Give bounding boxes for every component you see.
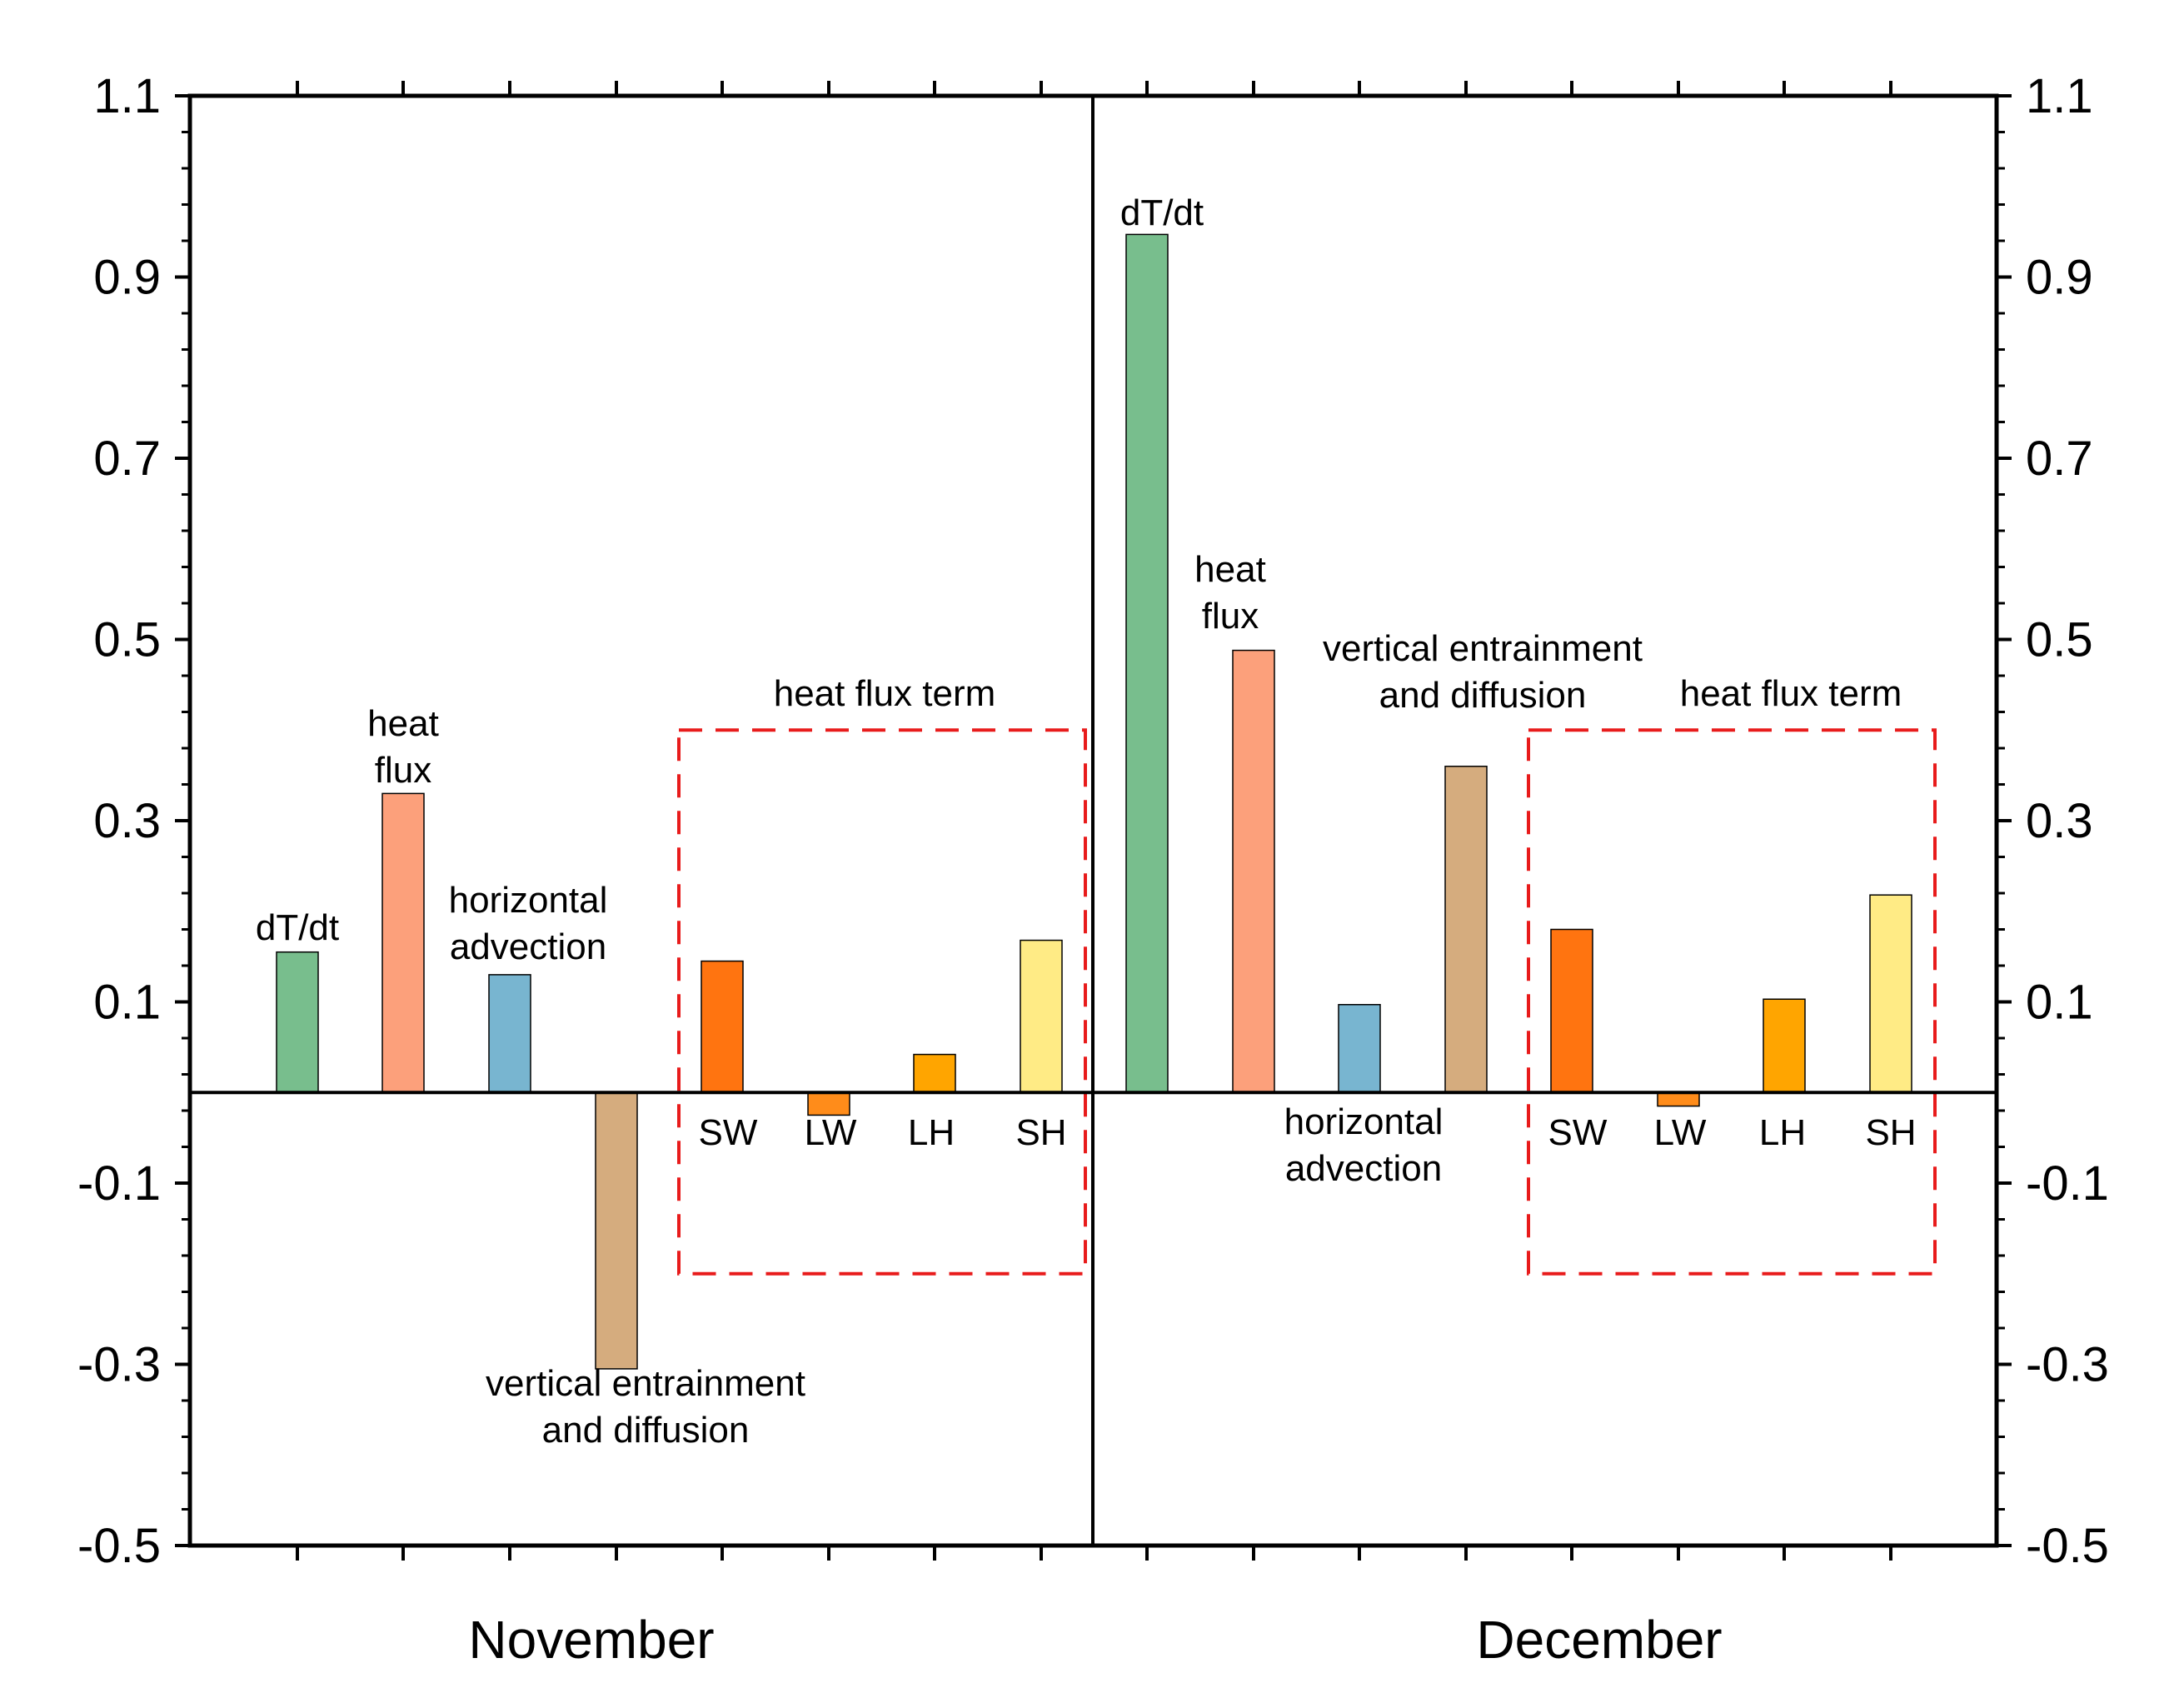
bar-label-december-lw: LW: [1654, 1112, 1707, 1153]
y-tick-label-right: 0.1: [2026, 976, 2093, 1030]
bar-label-december-sw: SW: [1548, 1112, 1608, 1153]
y-tick-label-left: -0.1: [77, 1156, 161, 1211]
bar-label-december-lh: LH: [1759, 1112, 1806, 1153]
bar-december-lw: [1657, 1091, 1700, 1107]
bar-label-december-heatflux: flux: [1202, 596, 1259, 637]
heat-flux-box-title-november: heat flux term: [774, 673, 996, 714]
y-tick-label-right: 0.7: [2026, 432, 2093, 486]
y-tick-label-right: 0.9: [2026, 251, 2093, 305]
bar-label-december-sh: SH: [1865, 1112, 1916, 1153]
bar-label-november-lh: LH: [908, 1112, 955, 1153]
bar-label-december-dtdt: dT/dt: [1120, 192, 1204, 233]
bar-label-november-heatflux: flux: [375, 750, 431, 791]
y-tick-label-right: 0.5: [2026, 613, 2093, 667]
bar-label-december-hadv: horizontal: [1284, 1101, 1444, 1142]
bar-november-sw: [701, 960, 744, 1093]
bar-label-november-vent: vertical entrainment: [486, 1363, 805, 1404]
bar-december-lh: [1763, 998, 1806, 1094]
bar-label-november-hadv: horizontal: [449, 880, 608, 921]
bar-november-sh: [1020, 939, 1063, 1094]
y-tick-label-left: 0.9: [93, 251, 161, 305]
bar-label-november-sw: SW: [699, 1112, 758, 1153]
bar-november-lh: [913, 1053, 956, 1093]
bar-december-vent: [1444, 766, 1488, 1093]
bar-november-hadv: [488, 974, 531, 1093]
y-tick-label-right: -0.5: [2026, 1519, 2109, 1573]
bar-label-november-vent: and diffusion: [542, 1410, 750, 1451]
bar-december-heatflux: [1232, 649, 1275, 1093]
heat-flux-box-november: [677, 728, 1087, 1276]
bar-december-sh: [1869, 894, 1912, 1094]
bar-label-december-vent: vertical entrainment: [1323, 628, 1643, 669]
y-tick-label-left: -0.3: [77, 1338, 161, 1392]
bar-label-november-hadv: advection: [450, 926, 606, 967]
bar-label-november-heatflux: heat: [367, 703, 439, 744]
bar-november-dtdt: [276, 951, 319, 1093]
bar-december-dtdt: [1125, 233, 1169, 1094]
heat-flux-box-december: [1527, 728, 1937, 1276]
y-tick-label-right: -0.3: [2026, 1338, 2109, 1392]
bar-november-lw: [807, 1091, 850, 1116]
bar-label-december-heatflux: heat: [1194, 549, 1266, 590]
bar-november-vent: [595, 1091, 638, 1370]
bar-label-november-sh: SH: [1015, 1112, 1066, 1153]
x-group-label-november: November: [468, 1610, 714, 1670]
bar-december-hadv: [1338, 1004, 1381, 1093]
x-group-label-december: December: [1476, 1610, 1722, 1670]
bar-december-sw: [1550, 928, 1593, 1093]
y-tick-label-left: 0.1: [93, 976, 161, 1030]
bar-label-november-dtdt: dT/dt: [256, 907, 339, 948]
bar-label-december-vent: and diffusion: [1379, 675, 1587, 716]
y-tick-label-left: 0.3: [93, 794, 161, 848]
y-tick-label-right: 0.3: [2026, 794, 2093, 848]
y-tick-label-left: -0.5: [77, 1519, 161, 1573]
y-tick-label-right: 1.1: [2026, 69, 2093, 123]
bar-label-december-hadv: advection: [1285, 1148, 1442, 1189]
bar-november-heatflux: [381, 792, 425, 1093]
bar-label-november-lw: LW: [805, 1112, 857, 1153]
y-tick-label-left: 1.1: [93, 69, 161, 123]
y-tick-label-right: -0.1: [2026, 1156, 2109, 1211]
y-tick-label-left: 0.7: [93, 432, 161, 486]
y-tick-label-left: 0.5: [93, 613, 161, 667]
heat-flux-box-title-december: heat flux term: [1680, 673, 1902, 714]
